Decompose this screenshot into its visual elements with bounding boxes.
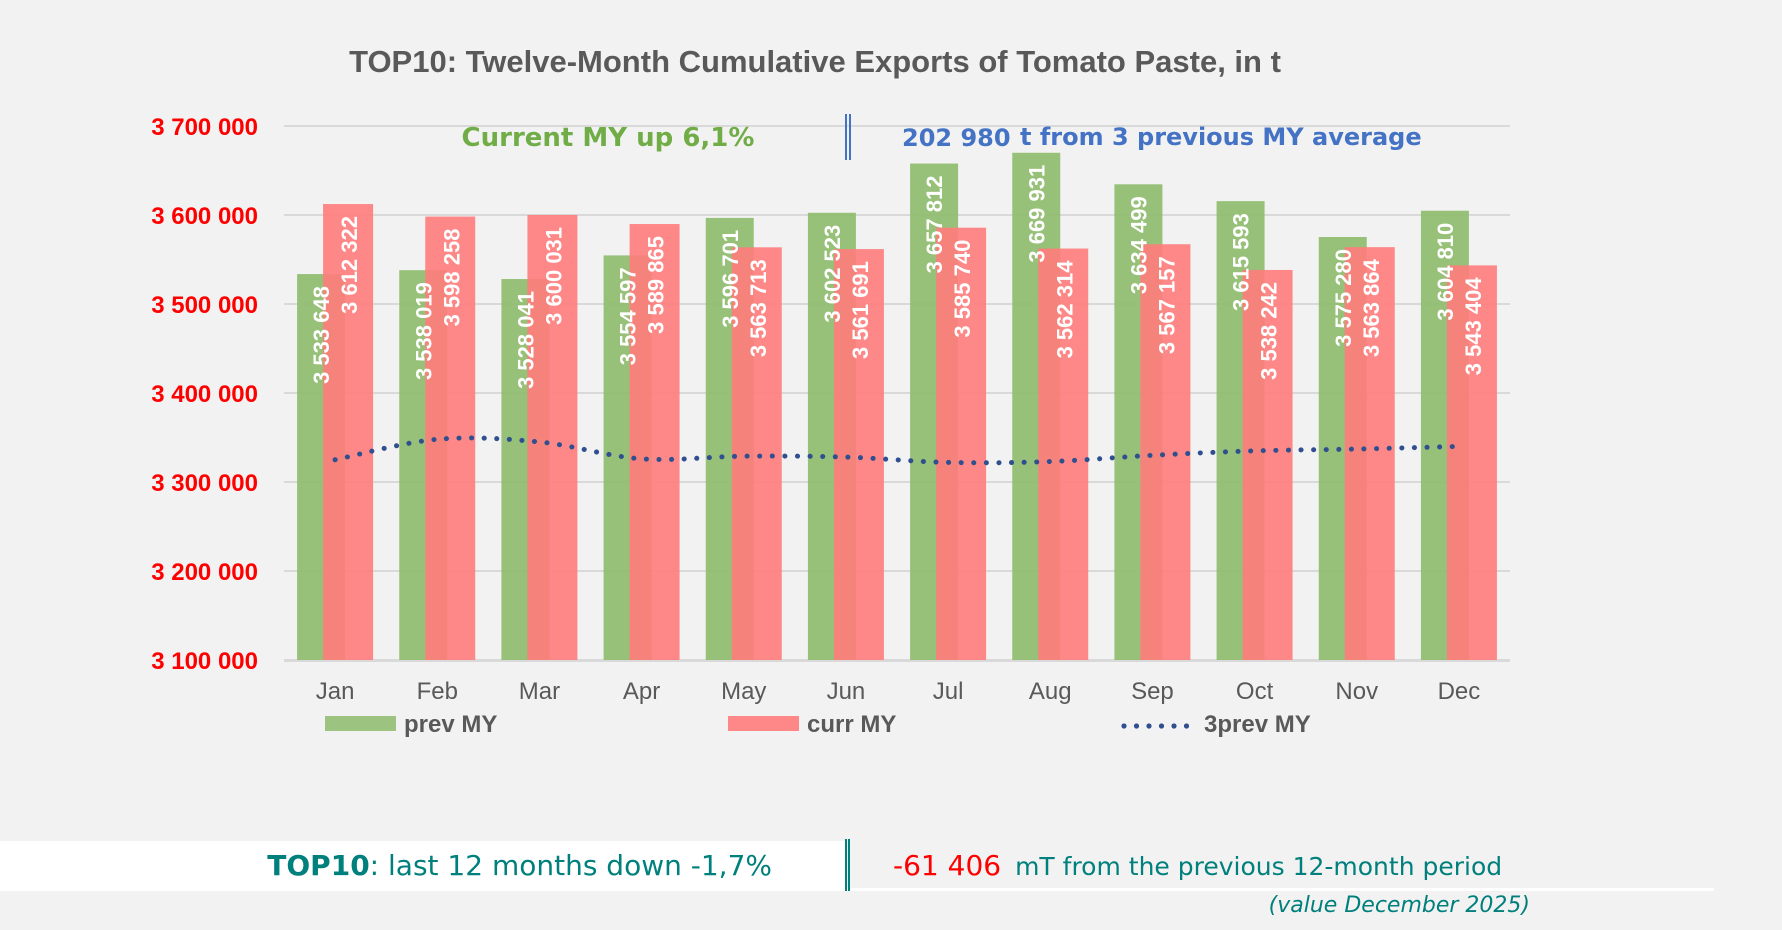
legend-swatch-curr-my	[728, 716, 799, 731]
annotation-current-my: Current MY up 6,1%	[462, 123, 755, 153]
bar-curr-my	[1140, 244, 1191, 660]
x-tick-label: Aug	[1029, 678, 1072, 705]
data-label-prev-my: 3 554 597	[616, 267, 641, 365]
x-tick-label: Mar	[519, 678, 560, 705]
y-axis: 3 100 000 3 200 000 3 300 000 3 400 000 3 50…	[151, 114, 258, 675]
footer-delta-value: -61 406	[893, 849, 1002, 882]
legend-label-curr-my: curr MY	[807, 711, 896, 738]
data-label-curr-my: 3 600 031	[541, 227, 566, 325]
chart-title: TOP10: Twelve-Month Cumulative Exports o…	[349, 44, 1281, 79]
x-tick-label: May	[721, 678, 766, 705]
x-tick-label: Oct	[1236, 678, 1274, 705]
footer-separator	[845, 839, 850, 891]
data-label-curr-my: 3 612 322	[337, 216, 362, 314]
line-three-prev-my	[332, 435, 1462, 466]
legend-label-three-prev-my: 3prev MY	[1204, 711, 1311, 738]
bar-curr-my	[1242, 269, 1293, 660]
footer-label-strong: TOP10	[267, 849, 370, 882]
data-label-curr-my: 3 562 314	[1052, 260, 1077, 359]
bar-curr-my	[936, 227, 987, 660]
annotation-three-prev-text: t from 3 previous MY average	[1020, 123, 1422, 151]
data-label-prev-my: 3 669 931	[1024, 165, 1049, 263]
legend-dot	[1146, 723, 1152, 729]
x-tick-label: Nov	[1335, 678, 1378, 705]
y-tick-label: 3 600 000	[151, 203, 258, 230]
data-label-prev-my: 3 528 041	[513, 291, 538, 389]
three-prev-line	[332, 435, 1462, 466]
legend-dot	[1171, 723, 1177, 729]
data-label-prev-my: 3 538 019	[411, 282, 436, 380]
data-label-prev-my: 3 634 499	[1126, 196, 1151, 294]
legend-swatch-prev-my	[325, 716, 396, 731]
data-label-curr-my: 3 543 404	[1461, 277, 1486, 376]
footer-label-rest: : last 12 months down -1,7%	[369, 849, 772, 882]
annotation-three-prev-value: 202 980	[902, 124, 1011, 152]
legend-dot	[1133, 723, 1140, 729]
footer-note: (value December 2025)	[1268, 893, 1530, 918]
bar-curr-my	[1344, 247, 1395, 660]
x-tick-label: Jul	[933, 678, 964, 705]
gridlines	[284, 125, 1510, 661]
y-tick-label: 3 300 000	[151, 470, 258, 497]
data-label-prev-my: 3 604 810	[1433, 223, 1458, 321]
x-axis: Jan Feb Mar Apr May Jun Jul Aug Sep Oct Nov Dec	[284, 660, 1510, 705]
bar-curr-my	[323, 204, 374, 660]
data-label-curr-my: 3 563 864	[1359, 258, 1384, 357]
legend-swatch-three-prev-my	[1121, 723, 1190, 729]
x-tick-label: Jun	[827, 678, 866, 705]
footer-delta-text: mT from the previous 12-month period	[1015, 852, 1503, 881]
data-label-prev-my: 3 602 523	[820, 225, 845, 323]
data-label-curr-my: 3 538 242	[1257, 282, 1282, 380]
legend: prev MY curr MY 3prev MY	[325, 711, 1311, 738]
x-tick-label: Feb	[417, 678, 458, 705]
data-label-prev-my: 3 575 280	[1331, 249, 1356, 347]
bar-curr-my	[833, 249, 884, 660]
legend-label-prev-my: prev MY	[404, 711, 497, 738]
footer-band	[0, 841, 847, 891]
data-label-curr-my: 3 567 157	[1154, 256, 1179, 354]
data-label-prev-my: 3 596 701	[718, 230, 743, 328]
bar-curr-my	[1446, 265, 1497, 660]
data-label-curr-my: 3 598 258	[439, 229, 464, 327]
data-label-prev-my: 3 657 812	[922, 176, 947, 274]
x-tick-label: Apr	[623, 678, 660, 705]
data-label-prev-my: 3 533 648	[309, 286, 334, 384]
footer-summary: TOP10: last 12 months down -1,7%	[0, 841, 772, 891]
bar-curr-my	[527, 214, 578, 660]
bar-curr-my	[629, 224, 680, 661]
y-tick-label: 3 100 000	[151, 648, 258, 675]
legend-dot	[1121, 723, 1127, 729]
footer-delta: -61 406 mT from the previous 12-month per…	[893, 841, 1502, 891]
annotation-separator	[845, 114, 851, 160]
data-label-curr-my: 3 589 865	[644, 236, 669, 334]
x-tick-label: Dec	[1438, 678, 1481, 705]
footer-rule	[847, 888, 1714, 891]
data-label-curr-my: 3 561 691	[848, 261, 873, 359]
legend-dot	[1158, 723, 1165, 729]
y-tick-label: 3 500 000	[151, 292, 258, 319]
y-tick-label: 3 700 000	[151, 114, 258, 141]
bars	[297, 152, 1497, 661]
data-label-prev-my: 3 615 593	[1229, 213, 1254, 311]
y-tick-label: 3 200 000	[151, 559, 258, 586]
y-tick-label: 3 400 000	[151, 381, 258, 408]
x-tick-label: Sep	[1131, 678, 1174, 705]
legend-dot	[1183, 723, 1190, 729]
bar-curr-my	[1038, 248, 1089, 661]
data-label-curr-my: 3 563 713	[746, 259, 771, 357]
data-label-curr-my: 3 585 740	[950, 240, 975, 338]
bar-curr-my	[731, 247, 782, 661]
x-tick-label: Jan	[316, 678, 355, 705]
